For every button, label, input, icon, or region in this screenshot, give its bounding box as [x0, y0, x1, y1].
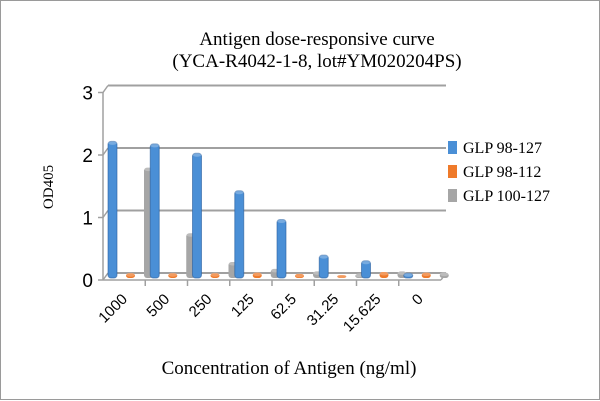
gridline-depth: [102, 147, 109, 156]
x-tick-label: 500: [143, 291, 173, 321]
bar-glp-98-127: [276, 219, 287, 279]
bar-glp-98-112: [337, 275, 347, 278]
bar-top: [234, 190, 244, 195]
bar-top: [150, 143, 160, 148]
gridline-depth: [102, 210, 109, 218]
bar-top: [295, 273, 304, 278]
bar-glp-98-112: [379, 272, 389, 278]
x-tick-label: 125: [228, 291, 258, 321]
x-tick-label: 250: [186, 291, 216, 321]
bar-glp-98-112: [252, 272, 262, 278]
bar-glp-98-127: [318, 254, 329, 279]
x-tick-label: 0: [409, 291, 427, 309]
gridline-depth: [102, 272, 109, 281]
legend-label: GLP 100-127: [463, 188, 550, 205]
legend-swatch: [448, 165, 457, 178]
y-tick-label: 2: [82, 146, 93, 167]
bar-top: [168, 272, 178, 277]
bar-top: [210, 272, 220, 277]
y-axis-label: OD405: [41, 165, 57, 209]
y-tick-label: 3: [82, 84, 93, 105]
y-tick-label: 0: [82, 271, 93, 292]
bar-glp-98-127: [192, 152, 202, 279]
bar-top: [126, 272, 135, 277]
bar-top: [108, 140, 117, 145]
bar-top: [421, 272, 431, 277]
bar-glp-98-127: [403, 272, 414, 279]
bar-glp-100-127: [439, 272, 449, 278]
x-tick-label: 62.5: [267, 291, 300, 324]
bar-glp-98-127: [107, 140, 118, 279]
x-tick-label: 15.625: [340, 291, 384, 335]
bar-glp-98-112: [168, 273, 178, 278]
x-axis-label: Concentration of Antigen (ng/ml): [162, 358, 417, 379]
bar-glp-98-127: [234, 190, 245, 279]
bar-top: [192, 152, 202, 157]
gridline-depth: [102, 85, 109, 93]
legend-swatch: [448, 189, 457, 202]
bar-glp-98-112: [210, 273, 220, 278]
bar-top: [439, 272, 449, 277]
bar-glp-98-112: [295, 273, 304, 278]
bar-glp-98-112: [126, 273, 135, 278]
bar-glp-98-112: [421, 272, 431, 278]
bar-top: [319, 254, 329, 259]
bar-glp-98-127: [361, 260, 371, 279]
legend-label: GLP 98-112: [463, 164, 541, 181]
legend-label: GLP 98-127: [463, 140, 542, 157]
bar-top: [361, 260, 371, 265]
chart-title-line1: Antigen dose-responsive curve: [199, 29, 434, 50]
x-tick-label: 1000: [95, 291, 131, 327]
bar-top: [379, 271, 389, 276]
x-tick-label: 31.25: [304, 291, 343, 330]
bar-glp-98-127: [149, 143, 160, 279]
bar-top: [277, 219, 286, 223]
bar-top: [337, 274, 347, 279]
bar-top: [403, 272, 413, 277]
legend-swatch: [448, 141, 457, 154]
y-tick-label: 1: [82, 209, 93, 230]
chart-title-line2: (YCA-R4042-1-8, lot#YM020204PS): [172, 51, 461, 72]
bar-top: [252, 272, 262, 277]
